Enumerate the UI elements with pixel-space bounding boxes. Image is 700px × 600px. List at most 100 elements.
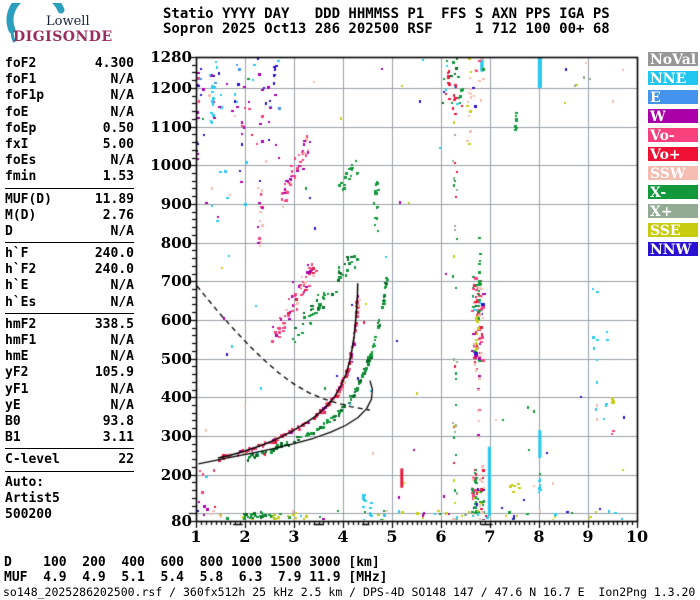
param-value: N/A (110, 333, 134, 348)
param-value: 338.5 (94, 316, 134, 332)
distance-row: D 100 200 400 600 800 1000 1500 3000 [km… (4, 555, 380, 570)
param-row: MUF(D) 11.89 (5, 192, 134, 208)
param-label: foEs (5, 153, 37, 169)
param-row: B0 93.8 (5, 414, 134, 430)
x-tick-label: 8 (533, 527, 545, 546)
param-value: N/A (110, 153, 134, 169)
param-value: 22 (118, 452, 134, 468)
param-row: foEp 0.50 (5, 121, 134, 137)
param-value: 5.00 (102, 136, 134, 152)
param-label: h`F2 (5, 262, 37, 278)
y-tick-label: 200 (160, 465, 192, 484)
param-row: hmE N/A (5, 349, 134, 365)
param-label: foF1 (5, 72, 37, 88)
y-tick-label: 500 (160, 349, 192, 368)
param-value: N/A (110, 104, 134, 120)
param-value: N/A (110, 278, 134, 294)
y-tick-label: 80 (171, 512, 192, 530)
header-line1: Statio YYYY DAY DDD HHMMSS P1 FFS S AXN … (163, 6, 610, 22)
digisonde-logo: Lowell DIGISONDE (4, 0, 124, 51)
legend-item-vo: Vo+ (648, 147, 698, 163)
footer-info: so148_2025286202500.rsf / 360fx512h 25 k… (3, 585, 696, 599)
param-row: h`Es N/A (5, 295, 134, 311)
param-row: yF2 105.9 (5, 365, 134, 381)
param-separator (5, 470, 134, 472)
param-label: h`F (5, 246, 29, 262)
legend-item-x: X+ (648, 204, 698, 220)
param-value: 240.0 (94, 262, 134, 278)
param-label: B0 (5, 413, 21, 429)
param-value: N/A (110, 349, 134, 365)
legend-item-nne: NNE (648, 71, 698, 87)
muf-table: D 100 200 400 600 800 1000 1500 3000 [km… (4, 555, 388, 585)
param-label: foF1p (5, 88, 45, 104)
param-value: 3.11 (102, 430, 134, 446)
param-label: yE (5, 397, 21, 413)
x-tick-label: 6 (435, 527, 447, 546)
param-label: Artist5 (5, 490, 60, 506)
param-separator (5, 312, 134, 314)
param-label: B1 (5, 430, 21, 446)
legend-item-nnw: NNW (648, 242, 698, 258)
param-row: yE N/A (5, 398, 134, 414)
param-row: foE N/A (5, 105, 134, 121)
legend-item-vo: Vo- (648, 128, 698, 144)
header-line2: Sopron 2025 Oct13 286 202500 RSF 1 712 1… (163, 21, 610, 37)
param-value: 0.50 (102, 120, 134, 136)
param-label: hmF2 (5, 316, 37, 332)
param-row: hmF2 338.5 (5, 317, 134, 333)
param-row: h`F 240.0 (5, 246, 134, 262)
param-separator (5, 448, 134, 450)
param-label: hmF1 (5, 333, 37, 348)
param-row: Artist5 (5, 491, 134, 507)
param-row: fxI 5.00 (5, 137, 134, 153)
param-separator (5, 242, 134, 244)
param-value: 93.8 (102, 413, 134, 429)
muf-row: MUF 4.9 4.9 5.1 5.4 5.8 6.3 7.9 11.9 [MH… (4, 569, 388, 585)
param-value: N/A (110, 88, 134, 104)
param-row: fmin 1.53 (5, 169, 134, 185)
param-row: D N/A (5, 224, 134, 240)
y-tick-label: 1280 (150, 48, 192, 66)
param-label: hmE (5, 349, 29, 365)
y-tick-label: 900 (160, 194, 192, 213)
param-row: foEs N/A (5, 153, 134, 169)
param-value: 11.89 (94, 191, 134, 207)
y-tick-label: 1000 (150, 156, 192, 175)
y-tick-label: 800 (160, 233, 192, 252)
y-tick-label: 400 (160, 388, 192, 407)
legend-item-sse: SSE (648, 223, 698, 239)
x-tick-label: 9 (582, 527, 594, 546)
param-row: foF2 4.300 (5, 56, 134, 72)
param-label: h`E (5, 278, 29, 294)
param-value: 4.300 (94, 56, 134, 71)
param-label: fmin (5, 169, 37, 185)
x-tick-label: 10 (625, 527, 649, 546)
param-value: 105.9 (94, 365, 134, 381)
param-value: N/A (110, 294, 134, 310)
param-label: fxI (5, 136, 29, 152)
param-value: N/A (110, 223, 134, 239)
param-row: Auto: (5, 475, 134, 491)
legend-item-w: W (648, 109, 698, 125)
param-label: foEp (5, 120, 37, 136)
direction-color-legend: NoVal NNE E W Vo- Vo+ SSW X- X+ SSE NNW (648, 52, 698, 261)
param-label: foF2 (5, 56, 37, 71)
param-value: N/A (110, 397, 134, 413)
param-label: yF1 (5, 381, 29, 397)
param-label: yF2 (5, 365, 29, 381)
param-row: C-level 22 (5, 452, 134, 468)
y-tick-label: 600 (160, 310, 192, 329)
param-value: N/A (110, 381, 134, 397)
param-row: 500200 (5, 507, 134, 523)
param-label: foE (5, 104, 29, 120)
x-tick-label: 2 (239, 527, 251, 546)
param-row: hmF1 N/A (5, 333, 134, 349)
station-header: Statio YYYY DAY DDD HHMMSS P1 FFS S AXN … (163, 7, 610, 37)
param-label: D (5, 223, 13, 239)
param-value: 240.0 (94, 246, 134, 262)
logo-product-text: DIGISONDE (13, 29, 113, 45)
param-value: 1.53 (102, 169, 134, 185)
param-row: foF1 N/A (5, 72, 134, 88)
